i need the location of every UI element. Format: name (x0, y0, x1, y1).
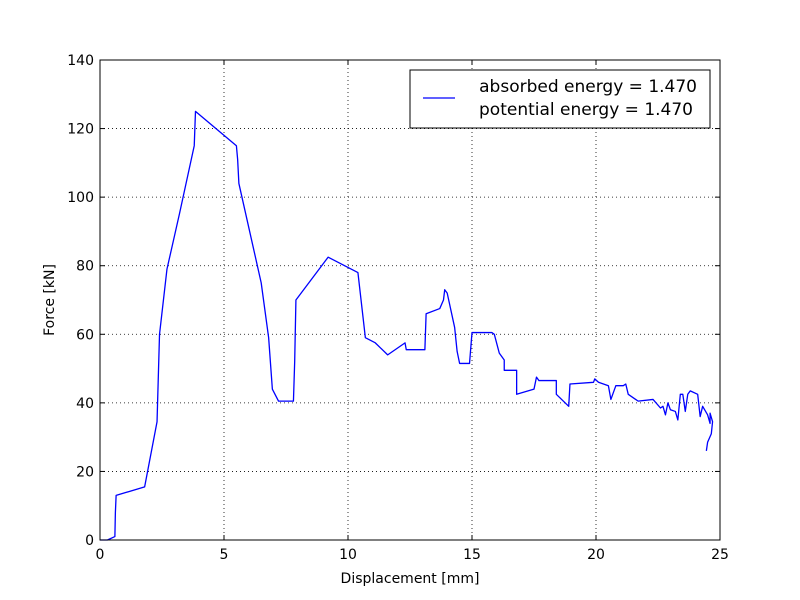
x-tick-label: 5 (220, 547, 229, 563)
y-tick-label: 80 (76, 259, 94, 275)
x-tick-label: 20 (587, 547, 605, 563)
y-tick-label: 20 (76, 464, 94, 480)
y-tick-label: 140 (67, 53, 94, 69)
legend: absorbed energy = 1.470 potential energy… (409, 69, 711, 129)
y-tick-labels: 0 20 40 60 80 100 120 140 (67, 53, 94, 549)
y-tick-label: 40 (76, 396, 94, 412)
y-tick-label: 120 (67, 122, 94, 138)
x-tick-label: 10 (339, 547, 357, 563)
x-tick-labels: 0 5 10 15 20 25 (96, 547, 729, 563)
x-axis-label: Displacement [mm] (341, 571, 480, 587)
plot-area-background (100, 60, 720, 540)
plot-frame (99, 59, 721, 541)
x-tick-label: 0 (96, 547, 105, 563)
legend-entry-absorbed-energy: absorbed energy = 1.470 (479, 77, 697, 97)
legend-entry-potential-energy: potential energy = 1.470 (479, 100, 693, 120)
y-tick-label: 100 (67, 190, 94, 206)
series-layer (100, 110, 714, 541)
legend-box (409, 69, 711, 129)
x-tick-label: 15 (463, 547, 481, 563)
y-axis-label: Force [kN] (42, 264, 58, 336)
x-tick-label: 25 (711, 547, 729, 563)
y-tick-label: 60 (76, 327, 94, 343)
y-tick-label: 0 (85, 533, 94, 549)
grid-lines (100, 60, 720, 540)
series-line-0 (100, 110, 714, 541)
axis-ticks (99, 59, 721, 541)
